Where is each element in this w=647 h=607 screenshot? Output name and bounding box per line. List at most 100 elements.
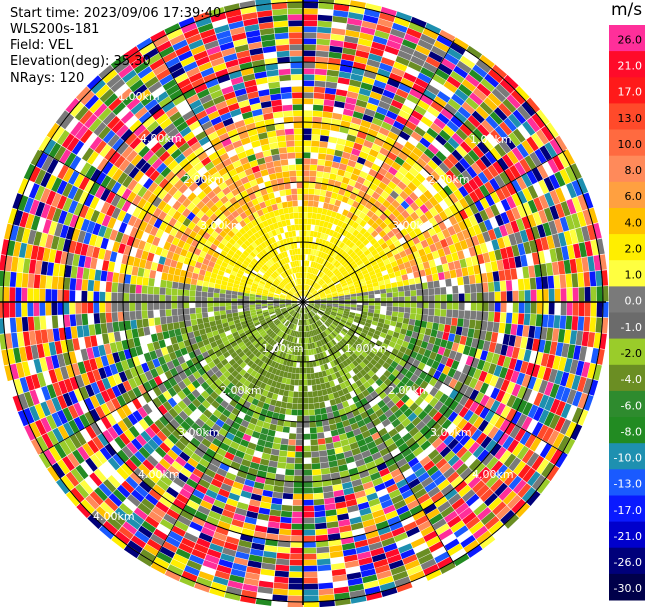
radar-bin bbox=[316, 277, 321, 283]
radar-bin bbox=[258, 317, 265, 322]
radar-bin bbox=[446, 294, 453, 302]
radar-bin bbox=[160, 166, 172, 178]
radar-bin bbox=[510, 90, 526, 105]
radar-bin bbox=[391, 418, 401, 428]
radar-bin bbox=[271, 265, 277, 271]
radar-bin bbox=[298, 313, 301, 320]
radar-bin bbox=[305, 272, 308, 279]
radar-bin bbox=[376, 24, 392, 34]
radar-bin bbox=[310, 445, 319, 452]
radar-bin bbox=[148, 215, 158, 226]
radar-bin bbox=[57, 425, 70, 440]
radar-bin bbox=[258, 328, 265, 334]
radar-bin bbox=[261, 276, 268, 281]
radar-bin bbox=[280, 383, 286, 390]
radar-bin bbox=[190, 319, 198, 326]
radar-bin bbox=[309, 415, 316, 422]
radar-bin bbox=[173, 220, 183, 230]
radar-bin bbox=[313, 498, 325, 506]
radar-bin bbox=[312, 317, 316, 323]
radar-bin bbox=[448, 333, 456, 342]
radar-bin bbox=[168, 377, 178, 387]
radar-bin bbox=[100, 201, 111, 215]
radar-bin bbox=[519, 158, 531, 173]
radar-bin bbox=[527, 185, 539, 199]
radar-bin bbox=[326, 412, 334, 419]
radar-bin bbox=[320, 273, 326, 279]
radar-bin bbox=[268, 460, 278, 468]
radar-bin bbox=[9, 271, 17, 287]
radar-bin bbox=[434, 241, 443, 251]
radar-bin bbox=[333, 245, 339, 252]
radar-bin bbox=[314, 303, 321, 306]
radar-bin bbox=[546, 354, 555, 369]
radar-bin bbox=[350, 422, 359, 431]
radar-bin bbox=[327, 271, 333, 277]
radar-bin bbox=[90, 257, 98, 270]
radar-bin bbox=[118, 526, 134, 540]
radar-bin bbox=[500, 211, 510, 225]
radar-bin bbox=[494, 291, 501, 302]
radar-bin bbox=[45, 234, 54, 249]
radar-bin bbox=[503, 74, 519, 90]
radar-bin bbox=[213, 306, 220, 312]
radar-bin bbox=[127, 255, 135, 266]
radar-bin bbox=[288, 316, 293, 322]
radar-bin bbox=[295, 445, 303, 452]
radar-bin bbox=[420, 558, 437, 570]
radar-bin bbox=[495, 464, 508, 478]
radar-bin bbox=[322, 485, 333, 493]
radar-bin bbox=[359, 170, 368, 179]
radar-bin bbox=[344, 297, 351, 300]
radar-bin bbox=[29, 389, 40, 406]
radar-bin bbox=[66, 252, 74, 266]
radar-bin bbox=[137, 128, 151, 141]
radar-bin bbox=[335, 212, 342, 220]
radar-bin bbox=[316, 38, 330, 46]
radar-bin bbox=[253, 267, 260, 273]
radar-bin bbox=[222, 547, 237, 557]
radar-bin bbox=[94, 235, 104, 248]
radar-bin bbox=[437, 248, 446, 258]
radar-bin bbox=[528, 265, 536, 278]
radar-bin bbox=[225, 294, 232, 299]
radar-bin bbox=[273, 334, 279, 341]
radar-bin bbox=[141, 498, 155, 511]
radar-bin bbox=[445, 236, 454, 246]
radar-bin bbox=[89, 99, 104, 114]
radar-bin bbox=[132, 356, 141, 367]
radar-bin bbox=[484, 492, 498, 507]
radar-bin bbox=[308, 300, 315, 302]
radar-bin bbox=[241, 335, 248, 341]
radar-bin bbox=[84, 193, 95, 207]
radar-bin bbox=[310, 349, 315, 355]
radar-bin bbox=[398, 291, 405, 297]
radar-bin bbox=[98, 344, 106, 357]
radar-bin bbox=[378, 230, 387, 238]
radar-bin bbox=[51, 397, 62, 412]
radar-bin bbox=[284, 313, 290, 318]
radar-bin bbox=[371, 163, 381, 172]
radar-bin bbox=[502, 356, 512, 369]
radar-bin bbox=[62, 407, 74, 422]
radar-bin bbox=[208, 260, 216, 268]
radar-bin bbox=[287, 354, 292, 361]
radar-bin bbox=[483, 97, 498, 111]
radar-bin bbox=[175, 548, 191, 560]
radar-bin bbox=[218, 413, 228, 423]
radar-bin bbox=[96, 379, 106, 393]
radar-bin bbox=[316, 44, 330, 52]
radar-bin bbox=[143, 242, 152, 252]
radar-bin bbox=[342, 548, 357, 557]
radar-bin bbox=[379, 332, 387, 339]
radar-bin bbox=[415, 142, 427, 153]
radar-bin bbox=[181, 537, 196, 549]
radar-bin bbox=[175, 364, 184, 374]
radar-bin bbox=[318, 319, 323, 325]
radar-bin bbox=[110, 194, 121, 207]
radar-bin bbox=[511, 346, 520, 359]
radar-bin bbox=[485, 439, 497, 453]
radar-bin bbox=[306, 260, 310, 267]
radar-bin bbox=[236, 389, 245, 398]
radar-bin bbox=[310, 439, 318, 446]
